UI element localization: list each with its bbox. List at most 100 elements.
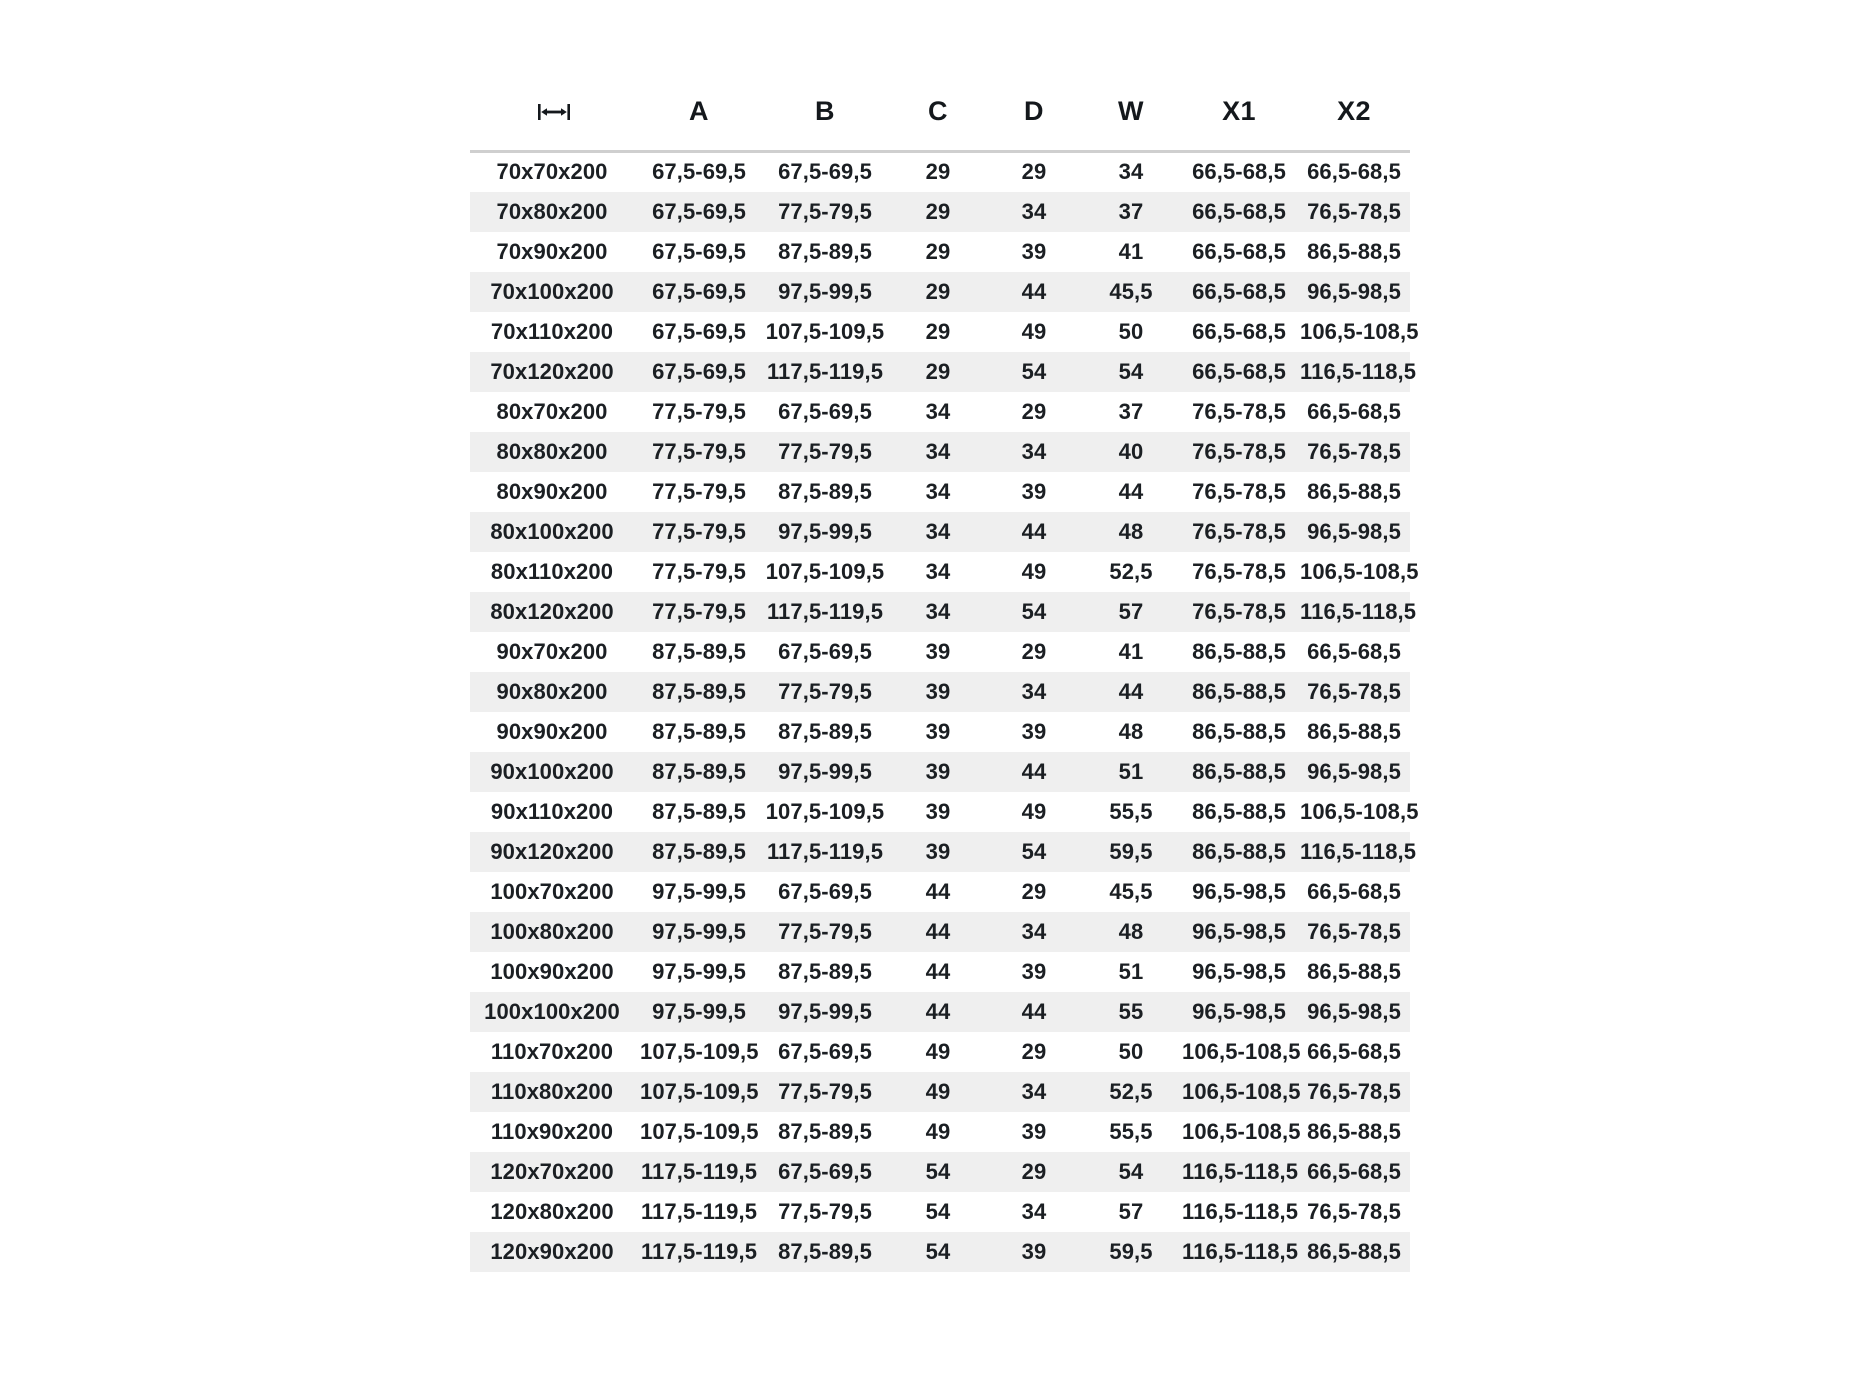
table-row: 110x70x200 107,5-109,5 67,5-69,5 49 29 50 106,… [470,1031,1410,1072]
cell-a: 77,5-79,5 [652,398,746,424]
width-dimension-icon [537,103,571,121]
cell-a: 67,5-69,5 [638,150,760,192]
dimension-table-container: A B C D W X1 X2 70x70x200 67,5-69,5 67,5-6… [470,72,1419,1272]
cell-w: 59,5 [1109,838,1153,864]
cell-size: 80x90x200 [496,478,608,504]
cell-a: 67,5-69,5 [652,358,746,384]
table-row: 110x90x200 107,5-109,5 87,5-89,5 49 39 55,5 10… [470,1111,1410,1152]
table-body: 70x70x200 67,5-69,5 67,5-69,5 29 29 34 66,5-68… [470,150,1419,1272]
cell-size: 70x70x200 [470,150,638,192]
cell-size: 80x110x200 [490,558,614,584]
cell-b: 77,5-79,5 [778,438,872,464]
cell-b: 117,5-119,5 [766,838,884,864]
cell-x2: 76,5-78,5 [1307,918,1401,944]
cell-x2: 116,5-118,5 [1300,838,1417,864]
cell-d: 39 [1021,1118,1047,1144]
table-row: 90x90x200 87,5-89,5 87,5-89,5 39 39 48 86,5-88… [470,711,1410,752]
cell-c: 34 [925,598,951,624]
cell-d: 39 [1021,1238,1047,1264]
cell-c: 49 [925,1078,951,1104]
cell-w: 48 [1118,518,1144,544]
table-row: 70x100x200 67,5-69,5 97,5-99,5 29 44 45,5 66,5… [470,271,1410,312]
cell-x2: 86,5-88,5 [1307,238,1401,264]
cell-b: 77,5-79,5 [778,1078,872,1104]
cell-size: 70x110x200 [490,318,614,344]
cell-a: 67,5-69,5 [652,278,746,304]
cell-x2: 66,5-68,5 [1307,878,1401,904]
cell-w: 52,5 [1109,1078,1153,1104]
cell-a: 77,5-79,5 [652,518,746,544]
cell-x2: 106,5-108,5 [1300,798,1419,824]
column-header-x1: X1 [1222,95,1256,126]
cell-a: 97,5-99,5 [652,878,746,904]
cell-d: 39 [1021,238,1047,264]
cell-d: 49 [1021,558,1047,584]
cell-c: 29 [890,150,986,192]
cell-d: 39 [1021,478,1047,504]
table-row: 70x70x200 67,5-69,5 67,5-69,5 29 29 34 66,5-68… [470,150,1410,192]
cell-a: 77,5-79,5 [652,478,746,504]
cell-b: 87,5-89,5 [778,478,872,504]
column-header-size [470,72,638,152]
cell-size: 80x80x200 [496,438,608,464]
cell-x2: 116,5-118,5 [1300,598,1417,624]
cell-w: 48 [1118,718,1144,744]
cell-c: 34 [925,478,951,504]
cell-c: 39 [925,678,951,704]
cell-w: 44 [1118,678,1144,704]
cell-c: 39 [925,638,951,664]
table-row: 70x110x200 67,5-69,5 107,5-109,5 29 49 50 66,5… [470,311,1418,352]
table-row: 90x80x200 87,5-89,5 77,5-79,5 39 34 44 86,5-88… [470,671,1410,712]
cell-size: 120x80x200 [490,1198,614,1224]
cell-w: 51 [1118,958,1144,984]
table-header: A B C D W X1 X2 [470,72,1410,152]
cell-x1: 96,5-98,5 [1192,998,1286,1024]
cell-b: 77,5-79,5 [778,678,872,704]
cell-x2: 86,5-88,5 [1307,478,1401,504]
cell-size: 110x70x200 [490,1038,614,1064]
cell-d: 29 [986,150,1082,192]
cell-b: 87,5-89,5 [778,1238,872,1264]
cell-b: 97,5-99,5 [778,278,872,304]
cell-x1: 86,5-88,5 [1192,718,1286,744]
cell-w: 55 [1118,998,1144,1024]
column-header-a: A [689,95,709,126]
table-row: 70x90x200 67,5-69,5 87,5-89,5 29 39 41 66,5-68… [470,231,1410,272]
cell-w: 44 [1118,478,1144,504]
cell-d: 29 [1021,1158,1047,1184]
cell-c: 49 [925,1038,951,1064]
cell-x1: 116,5-118,5 [1182,1198,1299,1224]
cell-d: 54 [1021,838,1047,864]
column-header-x2: X2 [1337,95,1371,126]
cell-x1: 76,5-78,5 [1192,598,1286,624]
cell-b: 77,5-79,5 [778,1198,872,1224]
cell-b: 107,5-109,5 [765,798,885,824]
cell-a: 107,5-109,5 [640,1118,759,1144]
table-row: 90x100x200 87,5-89,5 97,5-99,5 39 44 51 86,5-8… [470,751,1410,792]
cell-w: 51 [1118,758,1144,784]
cell-d: 34 [1021,198,1047,224]
cell-c: 34 [925,518,951,544]
cell-x2: 66,5-68,5 [1307,638,1401,664]
cell-b: 67,5-69,5 [778,878,872,904]
cell-size: 100x90x200 [490,958,614,984]
cell-b: 87,5-89,5 [778,238,872,264]
cell-size: 100x70x200 [490,878,614,904]
cell-a: 67,5-69,5 [652,318,746,344]
cell-w: 37 [1118,398,1144,424]
cell-b: 97,5-99,5 [778,998,872,1024]
cell-w: 55,5 [1109,798,1153,824]
cell-d: 49 [1021,798,1047,824]
cell-a: 87,5-89,5 [652,678,746,704]
cell-a: 107,5-109,5 [640,1078,759,1104]
cell-d: 44 [1021,518,1047,544]
cell-x2: 116,5-118,5 [1300,358,1417,384]
cell-x2: 86,5-88,5 [1307,1118,1401,1144]
cell-b: 97,5-99,5 [778,758,872,784]
cell-a: 77,5-79,5 [652,438,746,464]
cell-c: 29 [925,238,951,264]
cell-c: 29 [925,318,951,344]
cell-size: 110x80x200 [490,1078,614,1104]
cell-x1: 116,5-118,5 [1182,1238,1299,1264]
cell-size: 110x90x200 [490,1118,614,1144]
